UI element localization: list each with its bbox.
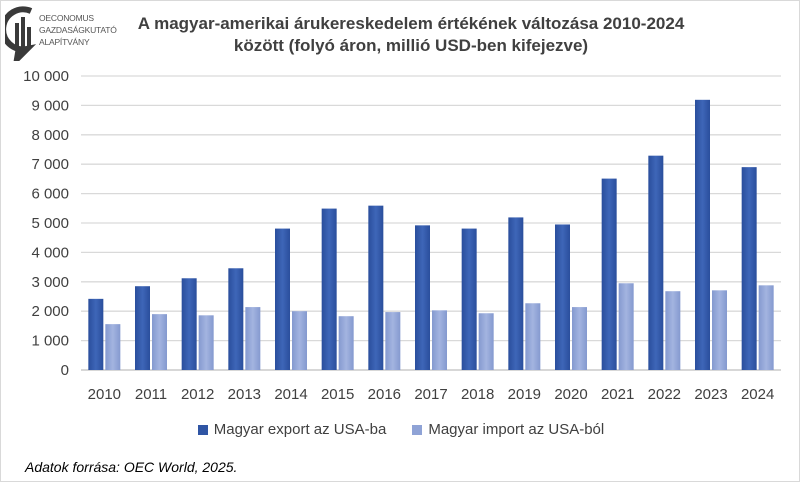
bar-export-2014 <box>275 228 290 370</box>
bar-import-2022 <box>665 291 681 370</box>
x-tick-label: 2014 <box>274 386 307 403</box>
legend: Magyar export az USA-ba Magyar import az… <box>1 421 799 438</box>
bar-export-2020 <box>555 224 570 370</box>
y-tick-label: 2 000 <box>31 303 69 320</box>
bar-export-2024 <box>741 167 757 370</box>
bar-import-2019 <box>525 303 541 370</box>
logo-text: ALAPÍTVÁNY <box>39 37 90 47</box>
x-tick-label: 2021 <box>601 386 634 403</box>
bar-export-2019 <box>508 217 524 370</box>
chart-title: A magyar-amerikai árukereskedelem értéké… <box>101 13 721 57</box>
x-tick-label: 2019 <box>508 386 541 403</box>
x-tick-label: 2016 <box>368 386 401 403</box>
y-tick-label: 0 <box>61 362 69 379</box>
bar-import-2024 <box>758 285 774 370</box>
y-tick-label: 10 000 <box>23 68 69 85</box>
bar-import-2013 <box>245 307 261 370</box>
bar-import-2023 <box>712 290 727 370</box>
bar-export-2017 <box>415 225 430 370</box>
y-tick-label: 7 000 <box>31 156 69 173</box>
bar-export-2018 <box>461 228 477 370</box>
bar-import-2015 <box>338 316 354 370</box>
bar-import-2010 <box>105 324 121 370</box>
bar-export-2023 <box>695 99 710 371</box>
legend-item-export: Magyar export az USA-ba <box>197 421 387 438</box>
y-tick-label: 5 000 <box>31 215 69 232</box>
bar-import-2018 <box>478 313 494 370</box>
y-tick-label: 1 000 <box>31 333 69 350</box>
bar-export-2013 <box>228 268 244 370</box>
logo-text: GAZDASÁGKUTATÓ <box>39 25 117 35</box>
bar-import-2014 <box>292 311 307 370</box>
bar-export-2012 <box>181 278 197 370</box>
x-tick-label: 2012 <box>181 386 214 403</box>
legend-label: Magyar import az USA-ból <box>428 421 605 438</box>
bar-import-2021 <box>618 283 634 370</box>
legend-swatch <box>412 424 423 435</box>
bar-export-2011 <box>135 286 150 370</box>
legend-label: Magyar export az USA-ba <box>213 421 387 438</box>
source-note: Adatok forrása: OEC World, 2025. <box>25 459 238 475</box>
bar-export-2021 <box>601 178 617 370</box>
legend-item-import: Magyar import az USA-ból <box>412 421 604 438</box>
x-tick-label: 2020 <box>554 386 587 403</box>
bar-export-2016 <box>368 205 384 370</box>
bar-import-2016 <box>385 312 401 370</box>
x-tick-label: 2024 <box>741 386 774 403</box>
legend-swatch <box>197 424 208 435</box>
x-tick-label: 2022 <box>648 386 681 403</box>
y-tick-label: 9 000 <box>31 97 69 114</box>
y-tick-label: 4 000 <box>31 244 69 261</box>
x-tick-label: 2013 <box>228 386 261 403</box>
x-tick-label: 2011 <box>135 386 167 403</box>
bar-export-2010 <box>88 298 104 370</box>
bar-export-2015 <box>321 208 337 370</box>
x-tick-label: 2010 <box>88 386 121 403</box>
bar-import-2011 <box>152 314 167 370</box>
x-tick-label: 2015 <box>321 386 354 403</box>
bar-export-2022 <box>648 155 664 370</box>
bar-import-2020 <box>572 307 587 370</box>
bar-import-2017 <box>432 310 447 370</box>
plot-area: 0 1 000 2 000 3 000 4 000 5 000 6 000 7 000 8 00… <box>23 68 781 403</box>
y-tick-label: 6 000 <box>31 186 69 203</box>
y-tick-label: 8 000 <box>31 127 69 144</box>
x-tick-label: 2017 <box>414 386 447 403</box>
y-tick-label: 3 000 <box>31 274 69 291</box>
logo-text: OECONOMUS <box>39 13 94 23</box>
bar-import-2012 <box>198 315 214 370</box>
x-tick-label: 2023 <box>694 386 727 403</box>
title-line: A magyar-amerikai árukereskedelem értéké… <box>137 14 685 33</box>
title-line: között (folyó áron, millió USD-ben kifej… <box>233 36 589 55</box>
x-tick-label: 2018 <box>461 386 494 403</box>
